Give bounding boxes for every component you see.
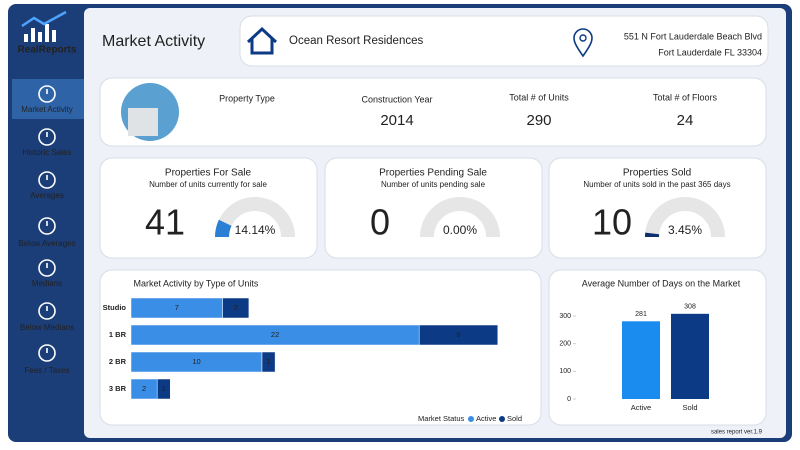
bar-label: 308 bbox=[684, 304, 696, 311]
address-line: Fort Lauderdale FL 33304 bbox=[658, 47, 762, 57]
kpi-value: 41 bbox=[145, 202, 185, 243]
bar bbox=[418, 324, 499, 346]
kpi-value: 0 bbox=[370, 202, 390, 243]
bar-label: 2 bbox=[234, 303, 238, 312]
menu-item[interactable]: Below Averages bbox=[18, 239, 75, 248]
bar bbox=[156, 378, 171, 400]
x-tick-label: Sold bbox=[682, 403, 697, 412]
kpi-subtitle: Number of units pending sale bbox=[381, 180, 486, 189]
chart-title: Average Number of Days on the Market bbox=[582, 278, 741, 288]
y-tick-label: 1 BR bbox=[109, 330, 127, 339]
y-tick-label: 2 BR bbox=[109, 357, 127, 366]
footer: sales report ver.1.9 bbox=[711, 430, 763, 436]
chart-title: Market Activity by Type of Units bbox=[134, 278, 259, 288]
page-title: Market Activity bbox=[102, 33, 205, 50]
menu-icon bbox=[38, 85, 56, 103]
logo-bar bbox=[24, 34, 28, 42]
menu-item[interactable]: Below Medians bbox=[20, 323, 74, 332]
card bbox=[99, 269, 542, 426]
bar-label: 281 bbox=[635, 311, 647, 318]
logo-bar bbox=[45, 24, 49, 42]
pin-icon bbox=[573, 28, 593, 58]
menu-item[interactable]: Market Activity bbox=[21, 105, 73, 114]
pin-icon bbox=[579, 34, 587, 42]
property-field-label: Construction Year bbox=[361, 94, 432, 104]
kpi-value: 10 bbox=[592, 202, 632, 243]
bar-label: 7 bbox=[175, 303, 179, 312]
menu-icon bbox=[38, 171, 56, 189]
bar-label: 6 bbox=[456, 330, 460, 339]
menu-item[interactable]: Averages bbox=[30, 191, 64, 200]
menu-icon bbox=[38, 128, 56, 146]
menu-item[interactable]: Historic Sales bbox=[23, 148, 72, 157]
bar-label: 1 bbox=[162, 384, 166, 393]
property-field-label: Total # of Units bbox=[509, 92, 569, 102]
logo-bar bbox=[52, 30, 56, 42]
bar-label: 22 bbox=[271, 330, 279, 339]
house-icon bbox=[246, 26, 278, 55]
legend-title: Market Status bbox=[418, 414, 465, 423]
menu-icon bbox=[38, 344, 56, 362]
property-field-value: 290 bbox=[526, 112, 551, 129]
kpi-subtitle: Number of units sold in the past 365 day… bbox=[583, 180, 730, 189]
gauge-label: 14.14% bbox=[235, 223, 276, 237]
logo-arrow bbox=[21, 10, 67, 28]
legend-marker bbox=[499, 416, 505, 422]
bar bbox=[222, 297, 250, 319]
kpi-title: Properties Pending Sale bbox=[379, 168, 487, 179]
y-tick-label: Studio bbox=[103, 303, 127, 312]
gauge-track bbox=[645, 197, 725, 238]
property-field-value: 24 bbox=[677, 112, 694, 129]
legend-label: Active bbox=[476, 414, 496, 423]
card bbox=[99, 77, 767, 147]
legend-label: Sold bbox=[507, 414, 522, 423]
logo-bar bbox=[38, 32, 42, 42]
bar-label: 10 bbox=[192, 357, 200, 366]
property-field-label: Property Type bbox=[219, 93, 275, 103]
property-name: Ocean Resort Residences bbox=[289, 35, 423, 47]
bar bbox=[671, 313, 709, 399]
property-field-value: 2014 bbox=[380, 112, 413, 129]
kpi-title: Properties For Sale bbox=[165, 168, 252, 179]
menu-icon bbox=[38, 302, 56, 320]
menu-item[interactable]: Medians bbox=[32, 279, 62, 288]
bar-label: 2 bbox=[142, 384, 146, 393]
gauge-fill bbox=[215, 219, 232, 238]
gauge-label: 3.45% bbox=[668, 223, 702, 237]
gauge-label: 0.00% bbox=[443, 223, 477, 237]
property-field-label: Total # of Floors bbox=[653, 92, 718, 102]
y-tick-label: 3 BR bbox=[109, 384, 127, 393]
gauge-track bbox=[420, 197, 500, 238]
menu-item[interactable]: Fees / Taxes bbox=[24, 366, 69, 375]
menu-icon bbox=[38, 259, 56, 277]
bar-label: 1 bbox=[266, 357, 270, 366]
x-tick-label: Active bbox=[631, 403, 651, 412]
address-line: 551 N Fort Lauderdale Beach Blvd bbox=[624, 31, 762, 41]
card bbox=[239, 15, 769, 67]
property-photo-building bbox=[128, 108, 158, 136]
y-tick-label: 100 bbox=[559, 368, 571, 375]
logo: RealReports bbox=[18, 45, 77, 56]
card bbox=[99, 157, 318, 259]
kpi-title: Properties Sold bbox=[623, 168, 691, 179]
bar bbox=[622, 321, 660, 399]
bar bbox=[261, 351, 276, 373]
menu-icon bbox=[38, 217, 56, 235]
y-tick-label: 300 bbox=[559, 313, 571, 320]
y-tick-label: 0 bbox=[567, 396, 571, 403]
logo-bar bbox=[31, 28, 35, 42]
kpi-subtitle: Number of units currently for sale bbox=[149, 180, 267, 189]
legend-marker bbox=[468, 416, 474, 422]
y-tick-label: 200 bbox=[559, 341, 571, 348]
